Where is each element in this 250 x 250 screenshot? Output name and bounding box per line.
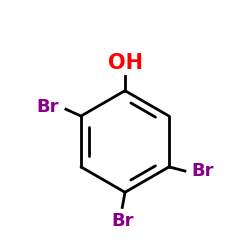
Text: Br: Br: [111, 212, 134, 230]
Text: OH: OH: [108, 53, 142, 73]
Text: Br: Br: [37, 98, 59, 116]
Text: Br: Br: [192, 162, 214, 180]
